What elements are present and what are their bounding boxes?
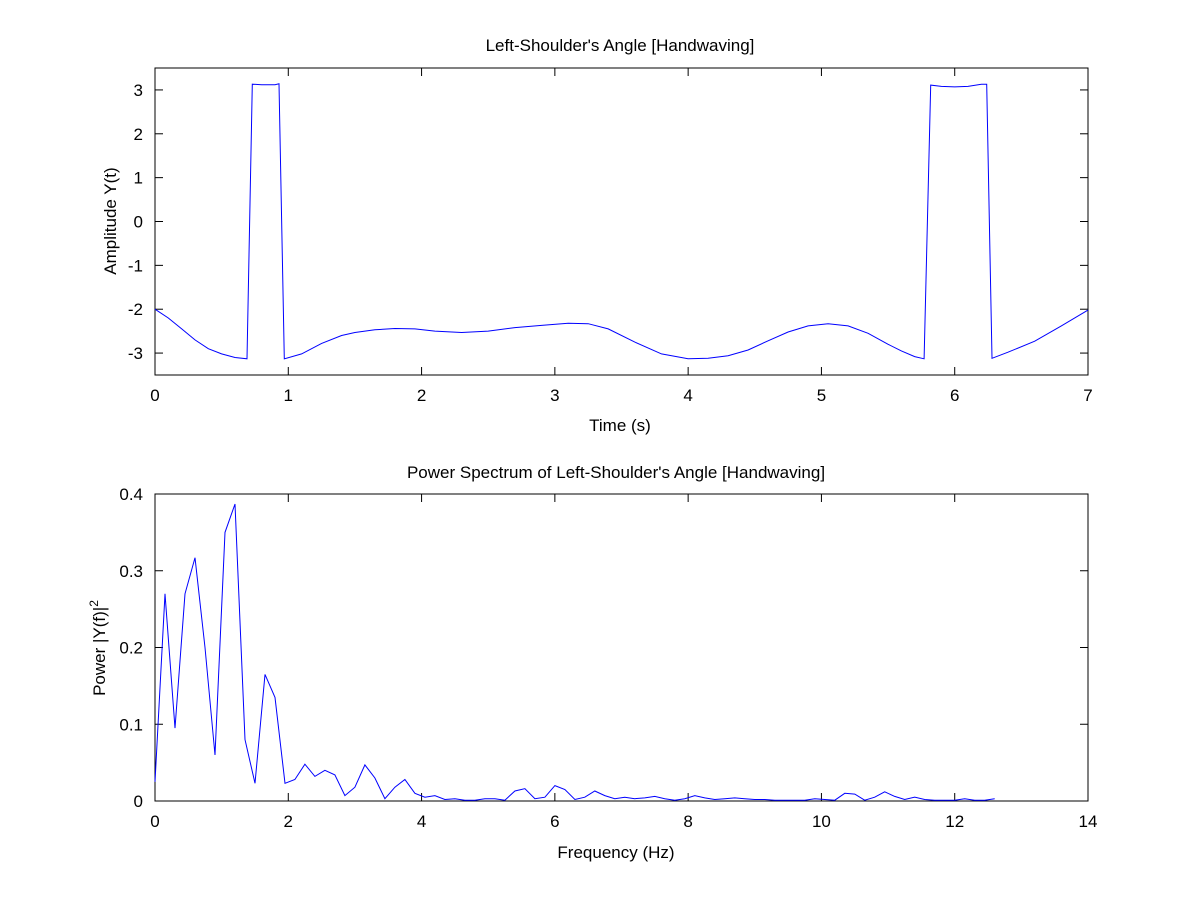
x-tick-label: 2 [417, 386, 426, 405]
x-tick-label: 3 [550, 386, 559, 405]
tick-marks [154, 68, 1089, 375]
plot-title: Left-Shoulder's Angle [Handwaving] [486, 36, 755, 55]
x-tick-label: 6 [550, 812, 559, 831]
x-axis-label: Frequency (Hz) [557, 843, 674, 862]
x-tick-label: 8 [683, 812, 692, 831]
y-tick-label: 0 [134, 792, 143, 811]
series-lines [154, 503, 995, 801]
series-line [154, 503, 995, 801]
y-tick-label: 2 [134, 125, 143, 144]
y-tick-label: 0.4 [119, 485, 143, 504]
x-tick-label: 10 [812, 812, 831, 831]
y-tick-label: 3 [134, 81, 143, 100]
y-axis-label: Amplitude Y(t) [101, 167, 120, 274]
x-tick-labels: 0 2 4 6 8 10 12 14 [150, 812, 1097, 831]
y-tick-labels: -3 -2 -1 0 1 2 3 [128, 81, 143, 363]
amplitude-plot: Left-Shoulder's Angle [Handwaving] 0 1 2 3 4… [101, 36, 1093, 435]
x-tick-label: 14 [1079, 812, 1098, 831]
series-line [154, 83, 1089, 360]
x-tick-label: 2 [284, 812, 293, 831]
y-axis-label-text: Power |Y(f)| [90, 607, 109, 696]
y-tick-labels: 0 0.1 0.2 0.3 0.4 [119, 485, 143, 811]
series-lines [154, 83, 1089, 360]
plot-area [154, 67, 1089, 376]
plot-area [154, 493, 1089, 802]
x-tick-label: 1 [284, 386, 293, 405]
x-tick-label: 12 [945, 812, 964, 831]
y-tick-label: 0.3 [119, 562, 143, 581]
x-tick-label: 0 [150, 386, 159, 405]
y-axis-label-superscript: 2 [87, 600, 101, 607]
y-tick-label: -3 [128, 344, 143, 363]
x-tick-label: 4 [417, 812, 426, 831]
y-tick-label: -2 [128, 300, 143, 319]
y-tick-label: 0 [134, 213, 143, 232]
x-tick-label: 4 [683, 386, 692, 405]
x-tick-label: 7 [1083, 386, 1092, 405]
x-tick-label: 6 [950, 386, 959, 405]
y-axis-label: Power |Y(f)|2 [87, 600, 109, 696]
y-tick-label: 0.2 [119, 639, 143, 658]
x-axis-label: Time (s) [589, 416, 651, 435]
y-tick-label: -1 [128, 256, 143, 275]
plot-title: Power Spectrum of Left-Shoulder's Angle … [407, 463, 825, 482]
y-tick-label: 0.1 [119, 715, 143, 734]
tick-marks [154, 493, 1089, 802]
x-tick-label: 5 [817, 386, 826, 405]
power-spectrum-plot: Power Spectrum of Left-Shoulder's Angle … [87, 463, 1097, 862]
y-tick-label: 1 [134, 169, 143, 188]
x-tick-label: 0 [150, 812, 159, 831]
x-tick-labels: 0 1 2 3 4 5 6 7 [150, 386, 1092, 405]
